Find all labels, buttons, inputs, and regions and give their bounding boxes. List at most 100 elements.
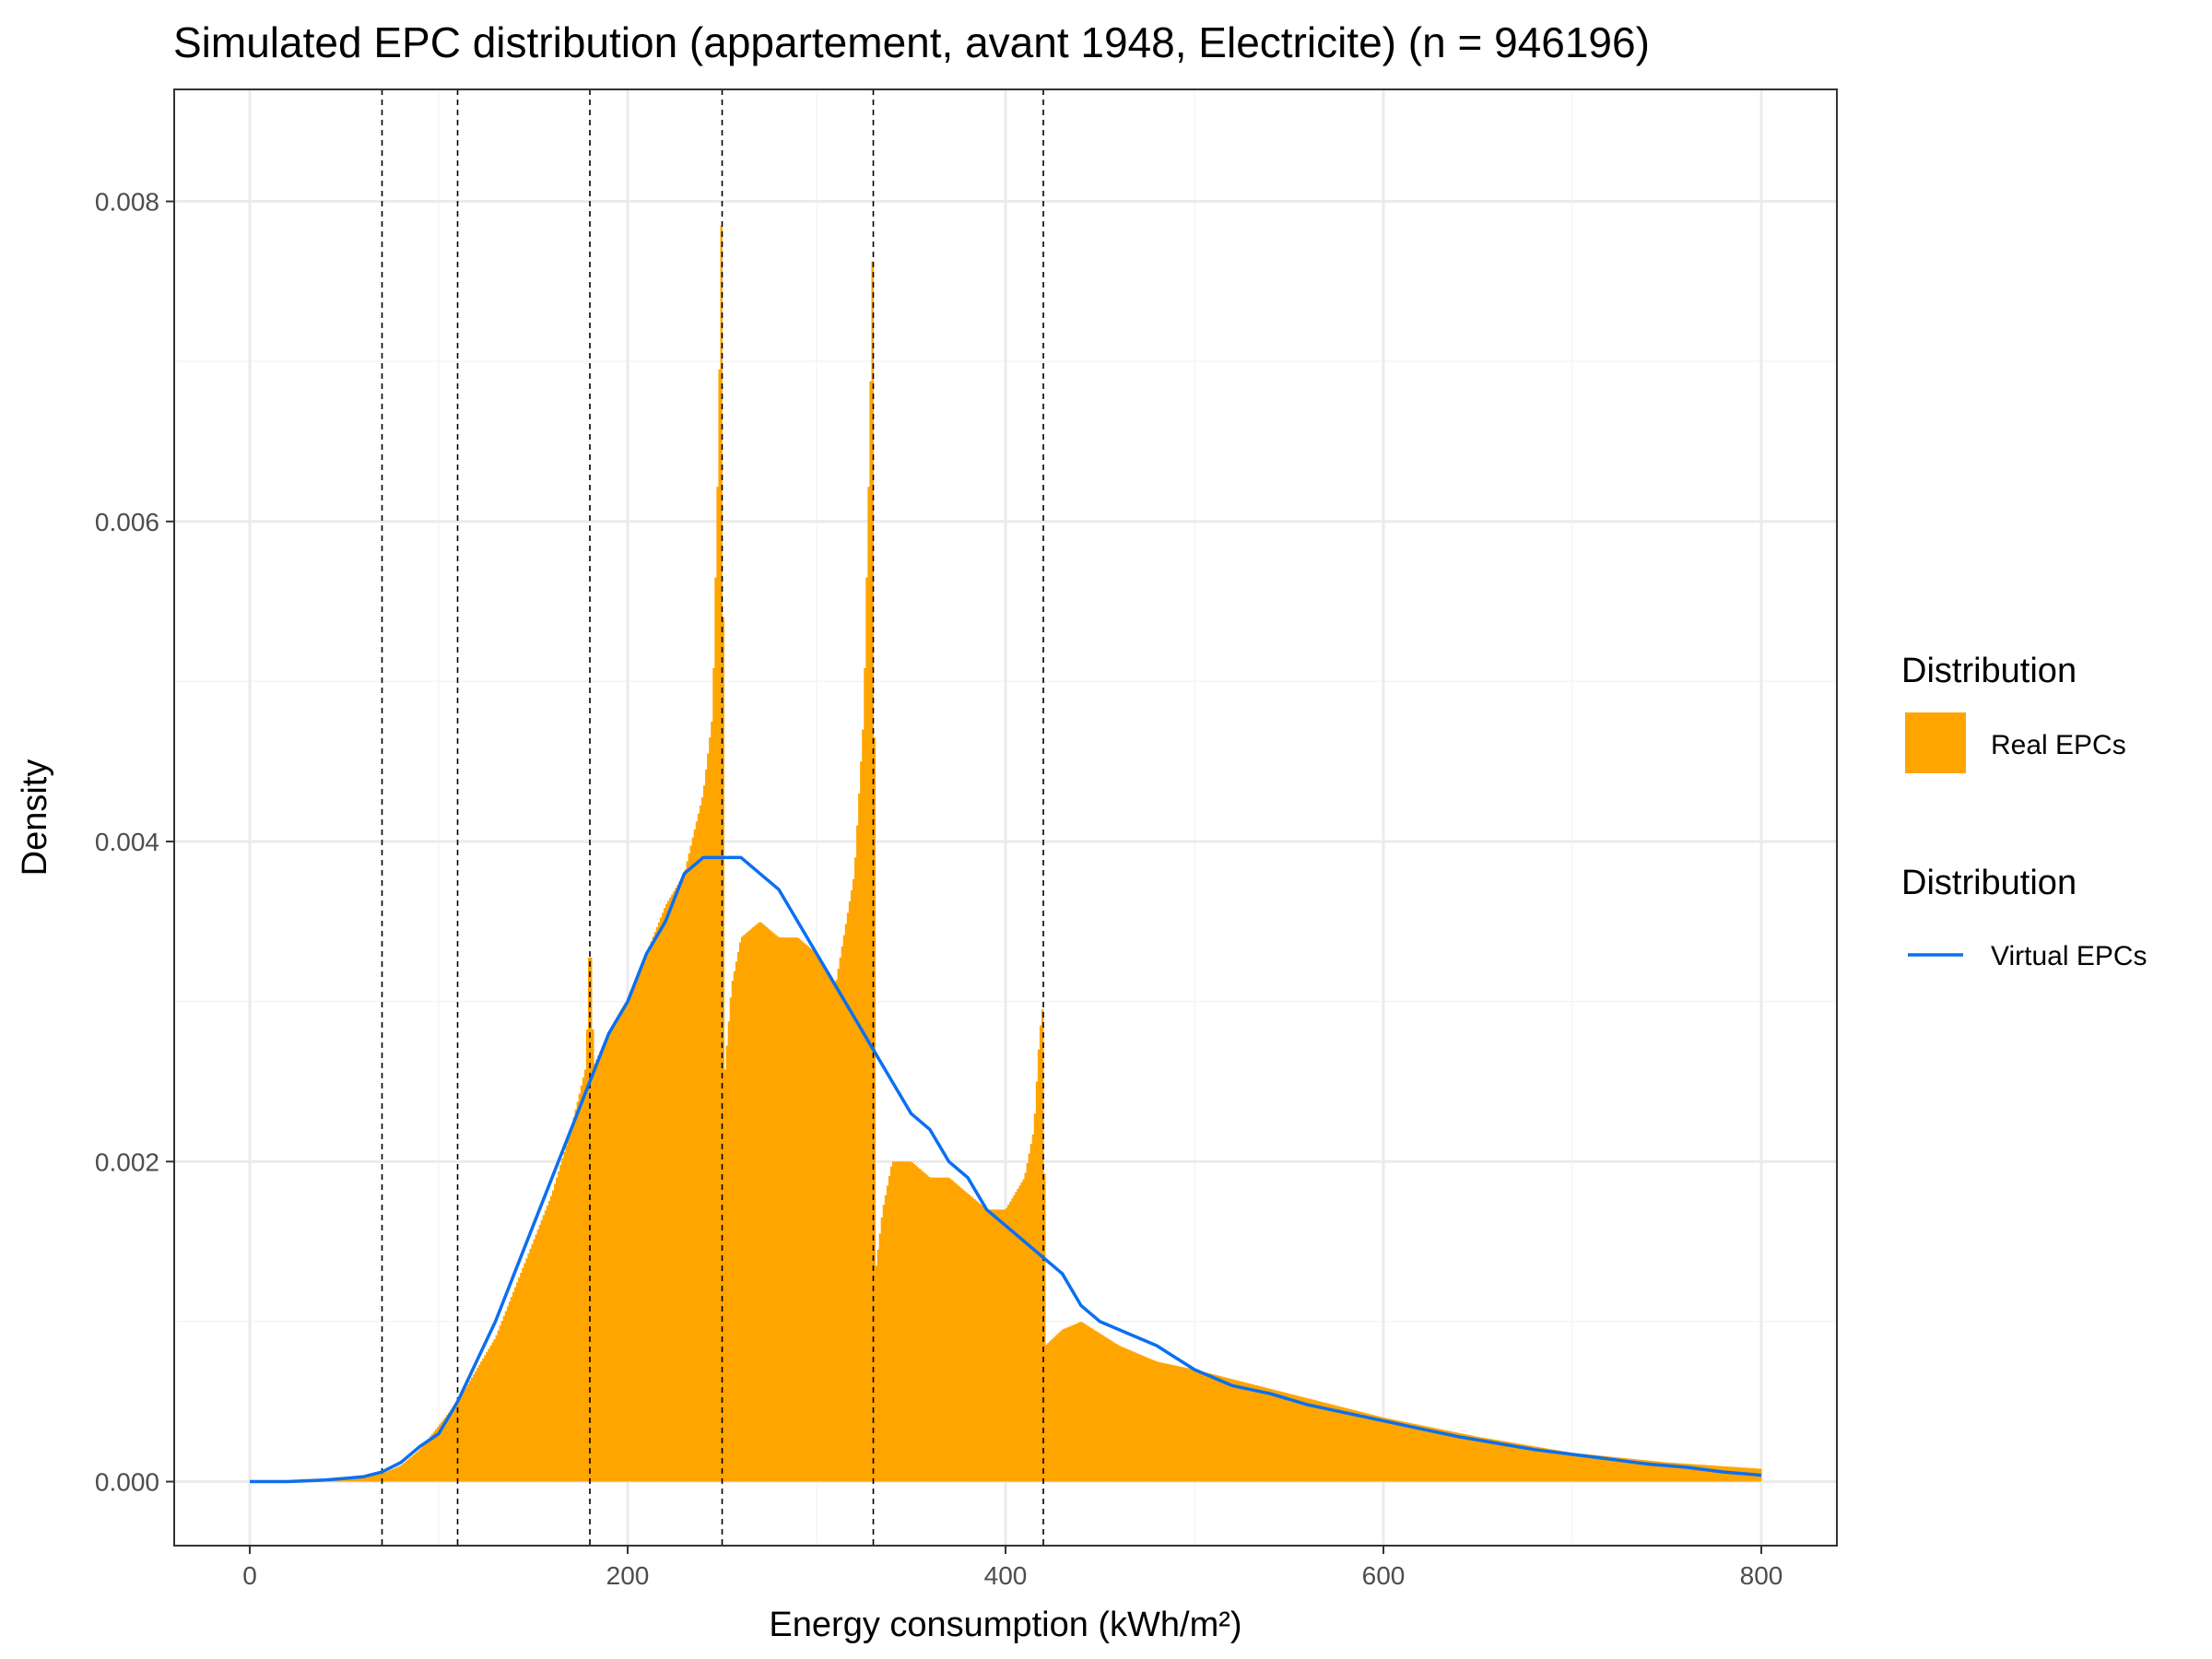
histogram-bar: [1188, 1368, 1192, 1482]
histogram-bar: [1500, 1441, 1503, 1482]
histogram-bar: [1112, 1342, 1116, 1482]
histogram-bar: [648, 946, 651, 1482]
histogram-bar: [852, 878, 855, 1482]
histogram-bar: [450, 1409, 453, 1482]
histogram-bar: [1396, 1420, 1399, 1482]
histogram-bar: [1591, 1454, 1594, 1482]
histogram-bar: [1245, 1382, 1248, 1482]
histogram-bar: [814, 952, 818, 1482]
histogram-bar: [738, 942, 742, 1482]
histogram-bar: [864, 667, 866, 1482]
histogram-bar: [1211, 1373, 1214, 1482]
histogram-bar: [956, 1184, 959, 1482]
histogram-bar: [1238, 1381, 1241, 1482]
histogram-bar: [799, 939, 802, 1482]
histogram-bar: [1283, 1392, 1286, 1482]
histogram-bar: [1600, 1455, 1604, 1482]
histogram-bar: [1488, 1439, 1492, 1482]
histogram-bar: [1041, 1009, 1044, 1482]
y-tick-label: 0.002: [95, 1147, 159, 1176]
histogram-bar: [678, 881, 681, 1482]
histogram-bar: [414, 1453, 417, 1482]
histogram-bar: [1725, 1466, 1728, 1482]
histogram-bar: [924, 1173, 927, 1482]
histogram-bar: [563, 1151, 566, 1482]
histogram-bar: [1468, 1435, 1471, 1482]
histogram-bar: [1713, 1465, 1717, 1482]
histogram-bar: [650, 941, 653, 1482]
histogram-bar: [1292, 1394, 1296, 1482]
histogram-bar: [1319, 1401, 1322, 1482]
histogram-bar: [374, 1475, 377, 1482]
histogram-bar: [1357, 1411, 1359, 1482]
histogram-bar: [1536, 1446, 1539, 1482]
histogram-bar: [639, 970, 641, 1482]
histogram-bar: [1674, 1463, 1677, 1482]
histogram-bar: [585, 1030, 589, 1482]
histogram-bar: [1406, 1422, 1409, 1482]
y-tick-label: 0.004: [95, 828, 159, 856]
histogram-bar: [1056, 1334, 1059, 1482]
histogram-bar: [1092, 1329, 1095, 1482]
histogram-bar: [403, 1463, 406, 1482]
histogram-bar: [691, 837, 695, 1482]
histogram-bar: [1413, 1423, 1417, 1482]
histogram-bar: [754, 925, 757, 1482]
histogram-bar: [1262, 1387, 1265, 1482]
histogram-bar: [1132, 1351, 1135, 1482]
histogram-bar: [561, 1158, 564, 1482]
histogram-bar: [877, 1249, 880, 1482]
histogram-bar: [1347, 1408, 1350, 1482]
histogram-bar: [594, 1063, 596, 1482]
histogram-bar: [1075, 1324, 1078, 1482]
histogram-bar: [1513, 1442, 1516, 1482]
histogram-bar: [439, 1424, 441, 1482]
histogram-bar: [653, 932, 657, 1482]
histogram-bar: [1370, 1414, 1373, 1482]
histogram-bar: [1572, 1453, 1575, 1482]
histogram-bar: [1551, 1449, 1554, 1482]
histogram-bar: [391, 1469, 394, 1482]
histogram-bar: [1447, 1430, 1451, 1482]
histogram-bar: [1196, 1370, 1199, 1482]
histogram-bar: [999, 1209, 1003, 1482]
histogram-bar: [1393, 1419, 1395, 1482]
histogram-bar: [1111, 1341, 1114, 1482]
histogram-bar: [1430, 1427, 1433, 1482]
histogram-bar: [480, 1361, 483, 1482]
histogram-bar: [1353, 1410, 1356, 1482]
histogram-bar: [727, 1021, 731, 1482]
histogram-bar: [1103, 1336, 1107, 1482]
histogram-bar: [1288, 1394, 1291, 1482]
histogram-bar: [1081, 1322, 1084, 1482]
histogram-bar: [963, 1191, 967, 1482]
histogram-bar: [637, 975, 640, 1482]
histogram-bar: [516, 1282, 519, 1482]
histogram-bar: [1137, 1354, 1140, 1482]
histogram-bar: [677, 884, 679, 1482]
histogram-bar: [839, 957, 842, 1482]
histogram-bar: [1270, 1389, 1273, 1482]
histogram-bar: [1033, 1113, 1037, 1482]
histogram-bar: [1121, 1347, 1124, 1482]
histogram-bar: [1124, 1348, 1127, 1482]
histogram-bar: [1168, 1364, 1171, 1482]
histogram-bar: [406, 1460, 409, 1482]
histogram-bar: [1001, 1209, 1005, 1482]
histogram-bar: [1334, 1405, 1337, 1482]
histogram-bar: [1481, 1437, 1485, 1482]
histogram-bar: [455, 1403, 458, 1482]
histogram-bar: [961, 1189, 965, 1482]
histogram-bar: [1020, 1182, 1023, 1482]
histogram-bar: [466, 1383, 470, 1482]
histogram-bar: [894, 1161, 897, 1482]
histogram-bar: [1160, 1362, 1163, 1482]
histogram-bar: [441, 1421, 443, 1482]
histogram-bar: [820, 961, 823, 1482]
histogram-bar: [618, 1016, 621, 1482]
x-tick-label: 400: [984, 1561, 1028, 1590]
histogram-bar: [540, 1219, 544, 1482]
histogram-bar: [633, 984, 636, 1482]
histogram-bar: [1499, 1440, 1501, 1482]
histogram-bar: [745, 933, 747, 1482]
